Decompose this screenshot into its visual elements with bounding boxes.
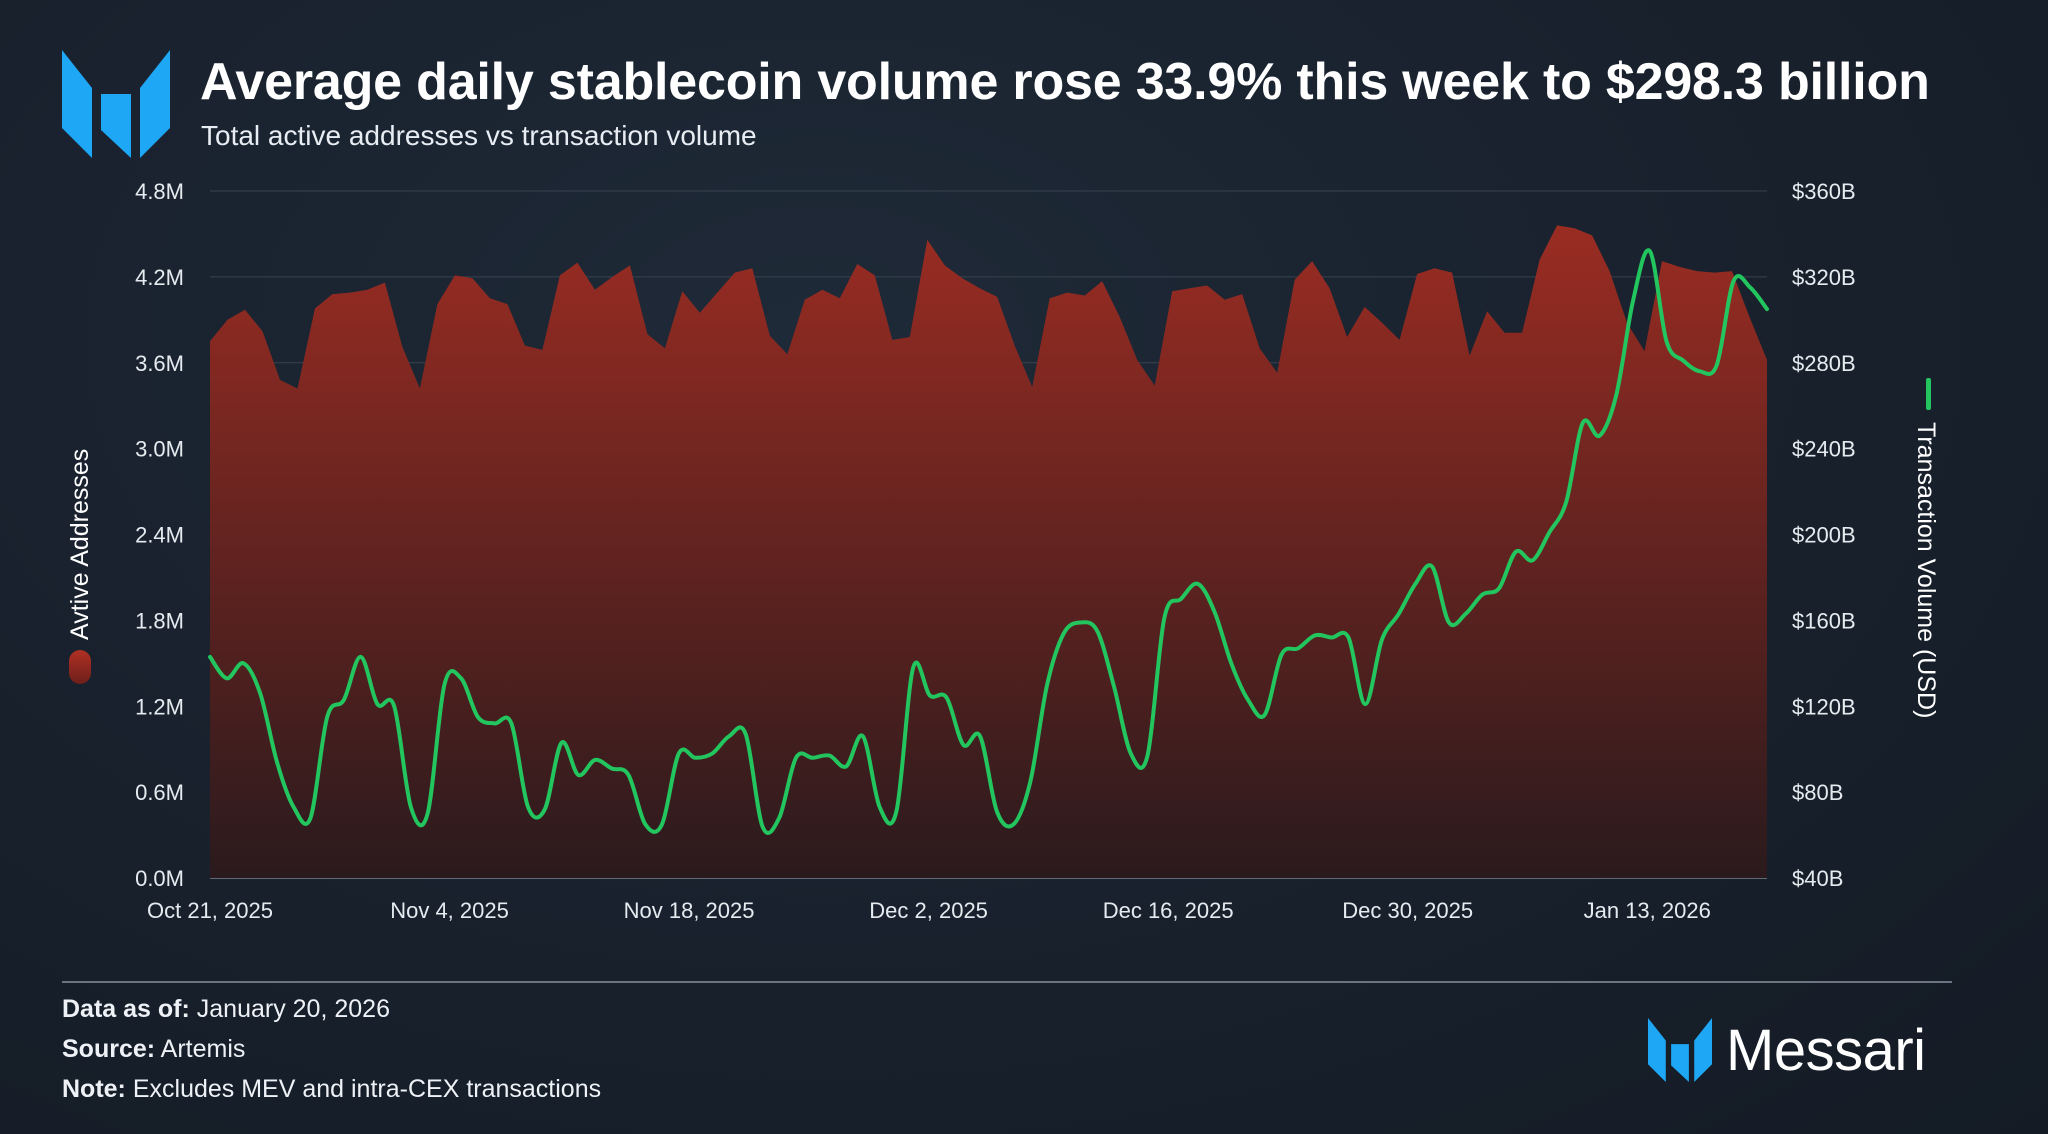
y-right-tick-label: $280B [1792, 351, 1856, 376]
y-left-tick-label: 3.0M [135, 437, 184, 462]
data-as-of: Data as of: January 20, 2026 [62, 995, 390, 1023]
source: Source: Artemis [62, 1035, 246, 1063]
y-left-tick-label: 1.8M [135, 608, 184, 633]
legend-line-swatch [1926, 378, 1931, 410]
y-left-tick-label: 4.8M [135, 179, 184, 204]
y-left-tick-label: 0.6M [135, 780, 184, 805]
legend-active-addresses: Avtive Addresses [66, 449, 94, 684]
y-right-tick-label: $160B [1792, 608, 1856, 633]
messari-brand-icon [1648, 1018, 1712, 1082]
chart: 0.0M 0.6M 1.2M 1.8M 2.4M 3.0M 3.6M 4.2M 4.8M $40… [66, 179, 1940, 923]
x-tick-label: Oct 21, 2025 [147, 898, 273, 923]
messari-logo-icon [62, 50, 170, 158]
x-tick-label: Dec 30, 2025 [1342, 898, 1473, 923]
y-right-tick-label: $240B [1792, 437, 1856, 462]
y-left-tick-label: 3.6M [135, 351, 184, 376]
chart-title: Average daily stablecoin volume rose 33.… [200, 53, 1930, 111]
y-left-tick-label: 4.2M [135, 265, 184, 290]
x-tick-label: Nov 18, 2025 [624, 898, 755, 923]
series-active-addresses-area [210, 225, 1767, 878]
y-right-tick-label: $360B [1792, 179, 1856, 204]
y-right-tick-label: $80B [1792, 780, 1843, 805]
x-tick-label: Nov 4, 2025 [390, 898, 509, 923]
y-right-tick-label: $200B [1792, 523, 1856, 548]
chart-subtitle: Total active addresses vs transaction vo… [201, 120, 757, 151]
y-axis-right-label: Transaction Volume (USD) [1912, 422, 1940, 718]
y-left-tick-label: 0.0M [135, 866, 184, 891]
legend-transaction-volume: Transaction Volume (USD) [1912, 378, 1940, 718]
footer-divider [62, 981, 1952, 983]
messari-brand: Messari [1648, 1017, 1926, 1083]
y-right-tick-label: $320B [1792, 265, 1856, 290]
legend-area-swatch [69, 650, 91, 684]
series-transaction-volume-line [208, 248, 1769, 835]
y-right-tick-label: $40B [1792, 866, 1843, 891]
x-tick-label: Jan 13, 2026 [1584, 898, 1711, 923]
y-left-tick-label: 2.4M [135, 523, 184, 548]
x-tick-label: Dec 16, 2025 [1103, 898, 1234, 923]
y-right-tick-label: $120B [1792, 694, 1856, 719]
y-axis-left-label: Avtive Addresses [66, 449, 94, 640]
note: Note: Excludes MEV and intra-CEX transac… [62, 1075, 602, 1103]
brand-name: Messari [1726, 1017, 1926, 1083]
x-tick-label: Dec 2, 2025 [869, 898, 988, 923]
y-left-tick-label: 1.2M [135, 694, 184, 719]
